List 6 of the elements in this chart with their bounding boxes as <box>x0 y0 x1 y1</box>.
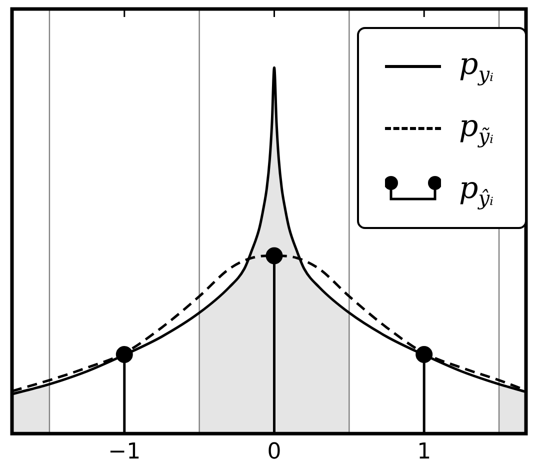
legend-label: p$_{yᵢ}$ <box>459 46 494 86</box>
x-tick-label: 1 <box>417 440 432 465</box>
x-tick-label: −1 <box>108 440 141 465</box>
legend-label: p$_{ŷᵢ}$ <box>459 170 494 210</box>
legend-label: p$_{ỹᵢ}$ <box>459 108 494 148</box>
x-tick-label: 0 <box>267 440 282 465</box>
